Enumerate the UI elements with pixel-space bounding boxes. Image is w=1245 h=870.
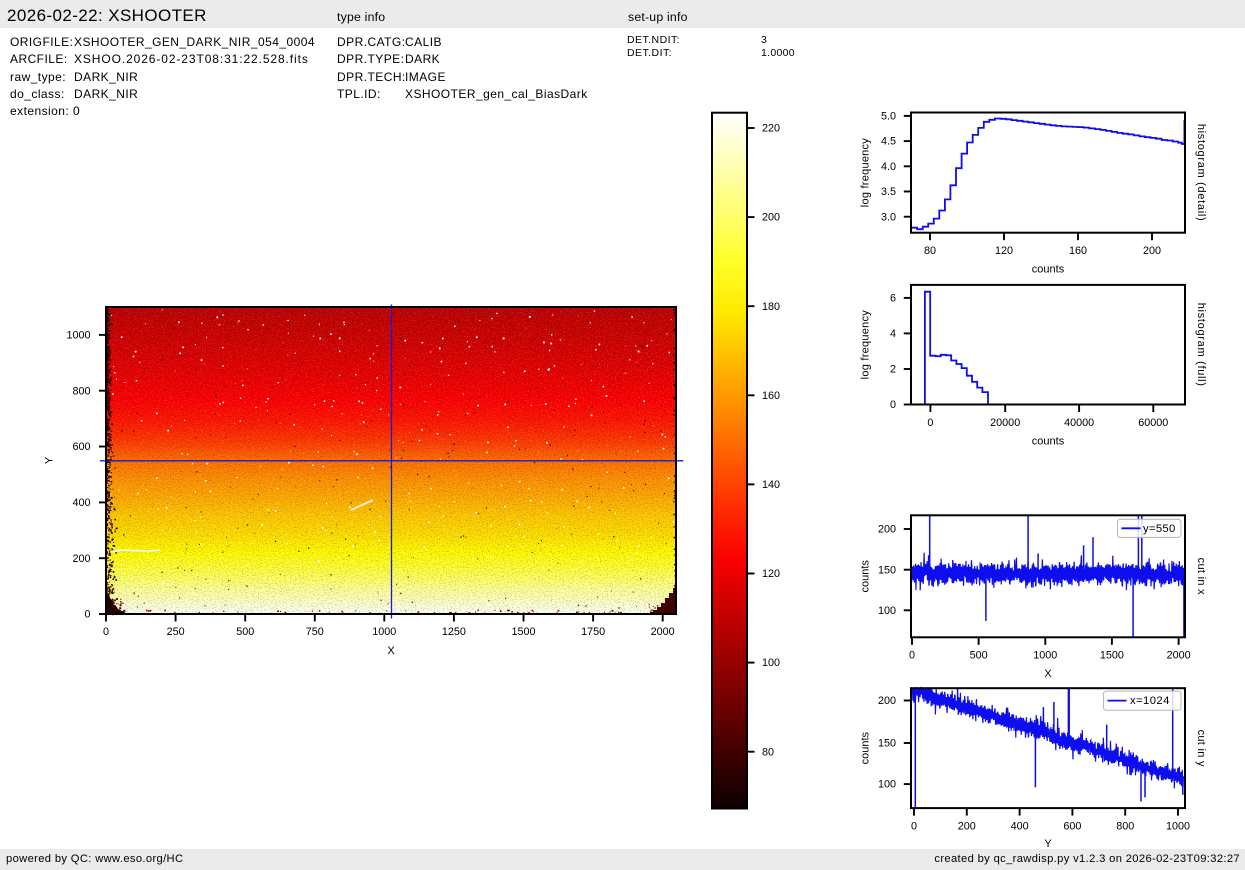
svg-text:500: 500 xyxy=(970,649,988,661)
svg-text:0: 0 xyxy=(103,626,109,638)
svg-text:2000: 2000 xyxy=(1167,649,1191,661)
svg-text:600: 600 xyxy=(72,441,90,453)
svg-text:800: 800 xyxy=(1116,821,1134,833)
svg-text:200: 200 xyxy=(878,695,896,707)
svg-text:220: 220 xyxy=(762,123,780,135)
svg-text:log frequency: log frequency xyxy=(860,310,872,380)
svg-text:200: 200 xyxy=(762,212,780,224)
svg-text:3.5: 3.5 xyxy=(881,186,896,198)
svg-text:160: 160 xyxy=(1069,245,1087,257)
svg-text:0: 0 xyxy=(911,821,917,833)
svg-text:counts: counts xyxy=(1032,264,1065,276)
svg-text:600: 600 xyxy=(1063,821,1081,833)
svg-text:Y: Y xyxy=(1044,838,1052,850)
svg-text:80: 80 xyxy=(924,245,936,257)
svg-text:160: 160 xyxy=(762,390,780,402)
svg-text:500: 500 xyxy=(236,626,254,638)
svg-text:200: 200 xyxy=(958,821,976,833)
svg-text:400: 400 xyxy=(72,497,90,509)
svg-text:X: X xyxy=(1044,668,1052,680)
svg-text:cut in y: cut in y xyxy=(1195,730,1207,767)
svg-text:0: 0 xyxy=(890,399,896,411)
svg-text:Y: Y xyxy=(44,456,56,464)
svg-text:120: 120 xyxy=(762,568,780,580)
svg-text:100: 100 xyxy=(878,605,896,617)
svg-text:5.0: 5.0 xyxy=(881,111,896,123)
svg-text:1000: 1000 xyxy=(1166,821,1190,833)
svg-text:1250: 1250 xyxy=(442,626,466,638)
svg-text:X: X xyxy=(387,645,395,657)
svg-text:200: 200 xyxy=(878,524,896,536)
svg-text:counts: counts xyxy=(1032,436,1065,448)
svg-text:cut in x: cut in x xyxy=(1195,558,1207,595)
svg-text:1000: 1000 xyxy=(66,330,90,342)
svg-text:1000: 1000 xyxy=(1033,649,1057,661)
svg-text:100: 100 xyxy=(762,657,780,669)
svg-text:4: 4 xyxy=(890,328,896,340)
svg-text:x=1024: x=1024 xyxy=(1130,695,1170,707)
svg-text:2000: 2000 xyxy=(651,626,675,638)
svg-text:1500: 1500 xyxy=(511,626,535,638)
svg-text:1500: 1500 xyxy=(1100,649,1124,661)
svg-text:60000: 60000 xyxy=(1138,417,1168,429)
svg-text:120: 120 xyxy=(995,245,1013,257)
svg-text:100: 100 xyxy=(878,779,896,791)
svg-text:180: 180 xyxy=(762,301,780,313)
svg-text:1000: 1000 xyxy=(372,626,396,638)
svg-text:4.0: 4.0 xyxy=(881,161,896,173)
svg-text:80: 80 xyxy=(762,746,774,758)
svg-text:0: 0 xyxy=(927,417,933,429)
svg-text:20000: 20000 xyxy=(990,417,1020,429)
svg-text:750: 750 xyxy=(306,626,324,638)
svg-text:40000: 40000 xyxy=(1064,417,1094,429)
svg-text:4.5: 4.5 xyxy=(881,136,896,148)
svg-text:log frequency: log frequency xyxy=(860,138,872,208)
svg-text:0: 0 xyxy=(84,609,90,621)
svg-text:1750: 1750 xyxy=(581,626,605,638)
svg-text:140: 140 xyxy=(762,479,780,491)
svg-text:800: 800 xyxy=(72,385,90,397)
svg-text:histogram (full): histogram (full) xyxy=(1195,303,1207,387)
svg-text:200: 200 xyxy=(72,553,90,565)
svg-text:0: 0 xyxy=(909,649,915,661)
svg-text:y=550: y=550 xyxy=(1143,523,1176,535)
svg-text:3.0: 3.0 xyxy=(881,211,896,223)
svg-text:400: 400 xyxy=(1011,821,1029,833)
svg-text:counts: counts xyxy=(860,560,872,593)
svg-text:histogram (detail): histogram (detail) xyxy=(1195,124,1207,222)
svg-text:150: 150 xyxy=(878,564,896,576)
svg-text:200: 200 xyxy=(1143,245,1161,257)
svg-text:counts: counts xyxy=(860,732,872,765)
svg-text:2: 2 xyxy=(890,364,896,376)
svg-text:6: 6 xyxy=(890,293,896,305)
svg-text:150: 150 xyxy=(878,738,896,750)
svg-text:250: 250 xyxy=(167,626,185,638)
